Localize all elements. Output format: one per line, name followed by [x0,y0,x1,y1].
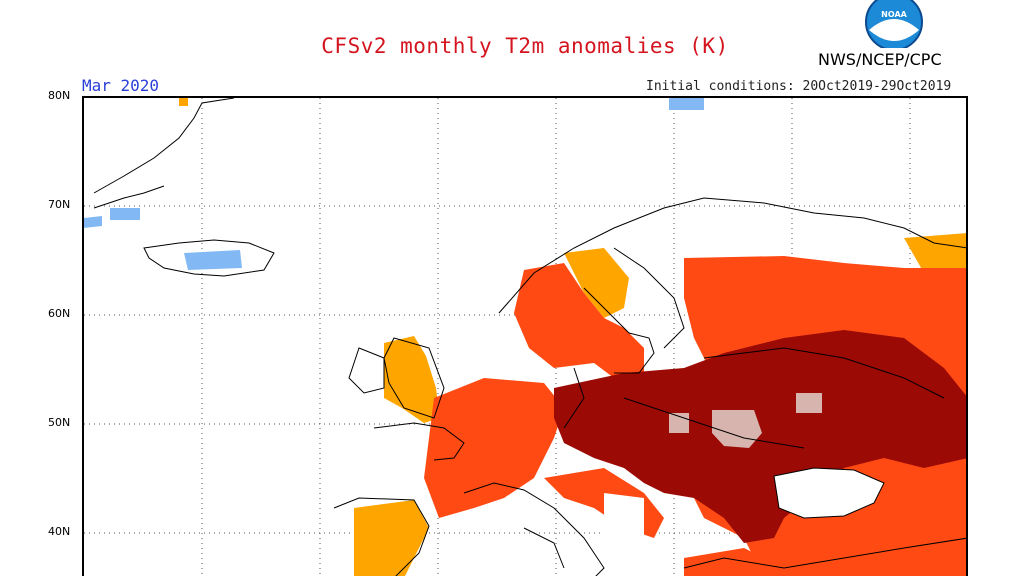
lat-label-70n: 70N [48,198,71,211]
map-title: CFSv2 monthly T2m anomalies (K) [321,34,729,58]
noaa-logo: NOAA [865,0,923,48]
map-panel [82,96,968,576]
lat-label-50n: 50N [48,416,71,429]
anomaly-map [84,98,966,576]
noaa-logo-text: NOAA [881,10,907,19]
anomaly-light-orange-regions [179,98,966,576]
agency-label: NWS/NCEP/CPC [818,50,942,69]
lat-label-60n: 60N [48,307,71,320]
lat-label-80n: 80N [48,89,71,102]
sea-cutouts [604,468,884,553]
coastlines [93,98,966,576]
anomaly-dark-red-regions [554,330,966,543]
anomaly-cold-patches [84,98,704,270]
forecast-month: Mar 2020 [82,76,160,95]
initial-conditions: Initial conditions: 20Oct2019-29Oct2019 [646,79,952,94]
lat-label-40n: 40N [48,525,71,538]
